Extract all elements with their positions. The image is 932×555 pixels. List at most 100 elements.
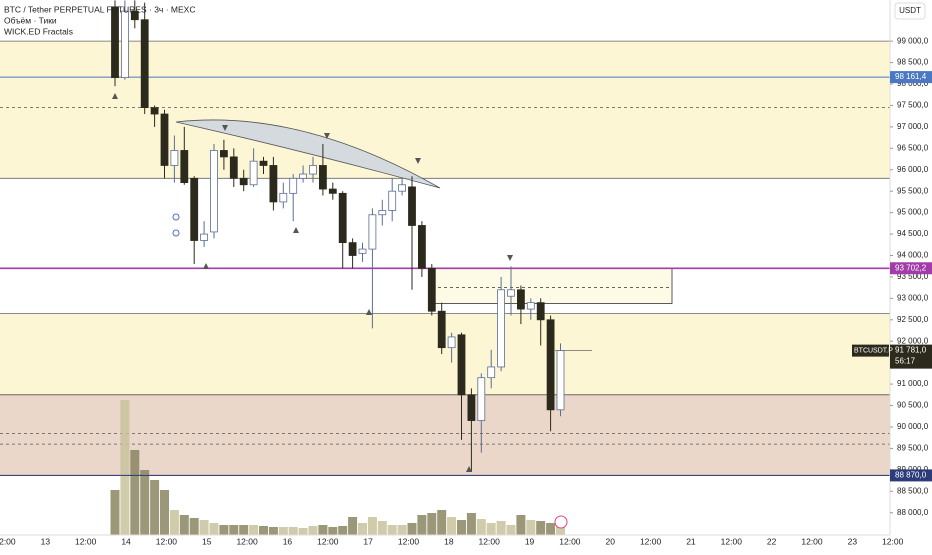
candle-body [556,350,565,411]
y-tick-label: 97 500,0 [897,101,929,110]
volume-bar [268,527,278,535]
zone [0,41,890,179]
volume-bar [536,521,546,535]
volume-bar [397,525,407,535]
chart-title: BTC / Tether PERPETUAL FUTURES · 3ч · ME… [4,4,195,14]
candle-body [328,188,337,194]
indicator-label: WICK.ED Fractals [4,26,73,36]
x-tick-label: 19 [525,536,535,546]
volume-bar [328,527,338,535]
candle-body [517,289,525,310]
candle-body [358,248,367,254]
candle-body [417,225,426,269]
volume-bar [199,520,209,535]
volume-bar [417,515,427,535]
fractals [112,93,513,472]
candle-body [398,184,407,192]
candle-body [526,302,535,310]
volume-bar [496,521,506,535]
volume-bar [150,480,160,535]
candle-body [111,6,119,78]
x-tick-label: 12:00 [0,536,16,546]
volume-bar [457,520,466,535]
y-tick-label: 98 000,0 [897,79,929,88]
candle-body [160,113,169,166]
volume-bar [298,528,308,535]
y-tick-label: 96 000,0 [897,165,929,174]
volume-bar [179,515,189,535]
candle-body [497,289,506,368]
candle-body [170,150,179,166]
x-tick-label: 12:00 [882,536,904,546]
x-tick-label: 12:00 [721,536,743,546]
level-tag [890,469,932,482]
volume-bar [437,510,447,535]
volume-bar [140,470,150,535]
volume-bar [259,526,268,535]
y-tick-label: 90 000,0 [897,422,929,431]
volume-bar [239,525,249,535]
candle-body [190,177,199,241]
marker [172,229,180,237]
candle-body [259,160,268,166]
currency[interactable]: USDT [899,6,921,15]
x-tick-label: 12:00 [801,536,823,546]
marker [172,213,180,221]
volume-bar [377,521,387,535]
volume-bar [338,526,348,535]
candle-body [388,190,397,211]
x-tick-label: 12:00 [640,536,662,546]
level-label: 93 702,2 [895,263,927,272]
y-tick-label: 88 000,0 [897,508,929,517]
level-label: 88 870,0 [895,471,927,480]
countdown: 56:17 [895,357,916,366]
candle-body [348,242,357,256]
volume-bar [130,450,140,535]
x-tick-label: 16 [283,536,293,546]
box [431,267,673,304]
volume-bar [367,517,377,535]
currency-button[interactable] [894,2,926,20]
volume-bar [160,490,169,535]
candle-body [219,150,228,158]
x-tick-label: 23 [848,536,858,546]
volume-bar [447,517,457,535]
y-tick-label: 95 500,0 [897,186,929,195]
candle-body [447,336,456,349]
y-tick-label: 94 500,0 [897,229,929,238]
volume-bar [427,513,437,535]
level-tag [890,71,932,84]
y-tick-label: 93 500,0 [897,272,929,281]
candle-body [368,214,377,250]
indicator-label: Объём · Тики [4,15,57,25]
event-icon[interactable] [554,515,568,529]
y-tick-label: 98 500,0 [897,58,929,67]
volume-bar [486,523,496,535]
y-tick-label: 95 000,0 [897,208,929,217]
y-tick-label: 99 000,0 [897,36,929,45]
candle-body [289,177,298,194]
candle-body [457,334,466,396]
volume-bar [110,490,120,535]
x-tick-label: 14 [121,536,131,546]
candle-body [378,210,387,216]
candle-body [467,394,476,421]
x-tick-label: 20 [606,536,616,546]
candle-body [210,150,218,233]
volume-bar [249,525,259,535]
volume-bar [120,400,130,535]
volume [110,400,565,535]
candle-body [121,10,129,78]
y-tick-label: 90 500,0 [897,401,929,410]
candle-body [299,173,308,179]
volume-bar [278,527,288,535]
x-tick-label: 12:00 [479,536,501,546]
volume-bar [387,525,397,535]
x-tick-label: 17 [363,536,373,546]
candle-body [487,366,496,379]
candle-body [546,319,555,411]
x-tick-label: 12:00 [75,536,97,546]
x-tick-label: 12:00 [317,536,339,546]
volume-bar [288,527,298,535]
